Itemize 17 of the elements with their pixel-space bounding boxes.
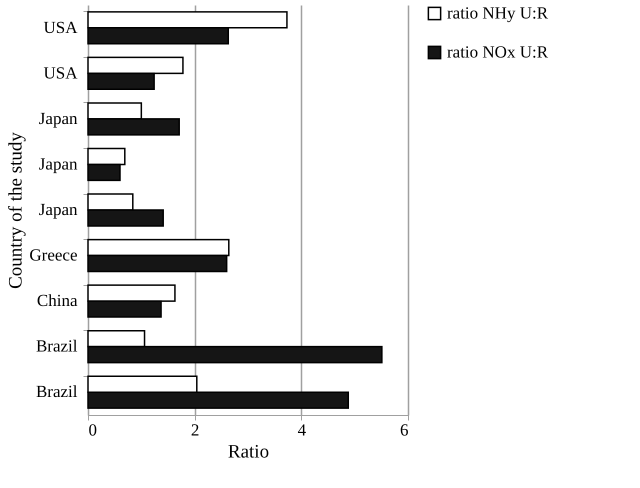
y-axis-title: Country of the study xyxy=(5,132,26,289)
x-axis-title: Ratio xyxy=(228,442,270,462)
x-tick-label: 2 xyxy=(190,420,200,440)
y-tick-label: Brazil xyxy=(36,382,78,402)
x-tick-label: 4 xyxy=(298,420,307,440)
legend-label: ratio NOx U:R xyxy=(447,42,549,62)
x-tick-label: 0 xyxy=(88,420,97,440)
y-tick-label: Brazil xyxy=(36,336,78,356)
y-tick-label: USA xyxy=(43,63,78,82)
y-tick-label: Japan xyxy=(38,108,78,128)
legend-label: ratio NHy U:R xyxy=(447,4,549,22)
y-tick-label: USA xyxy=(43,18,78,37)
y-tick-label: China xyxy=(36,291,78,310)
y-tick-label: Japan xyxy=(38,154,78,174)
y-tick-label: Japan xyxy=(38,200,78,219)
x-tick-label: 6 xyxy=(400,420,408,440)
y-tick-label: Greece xyxy=(29,246,78,265)
